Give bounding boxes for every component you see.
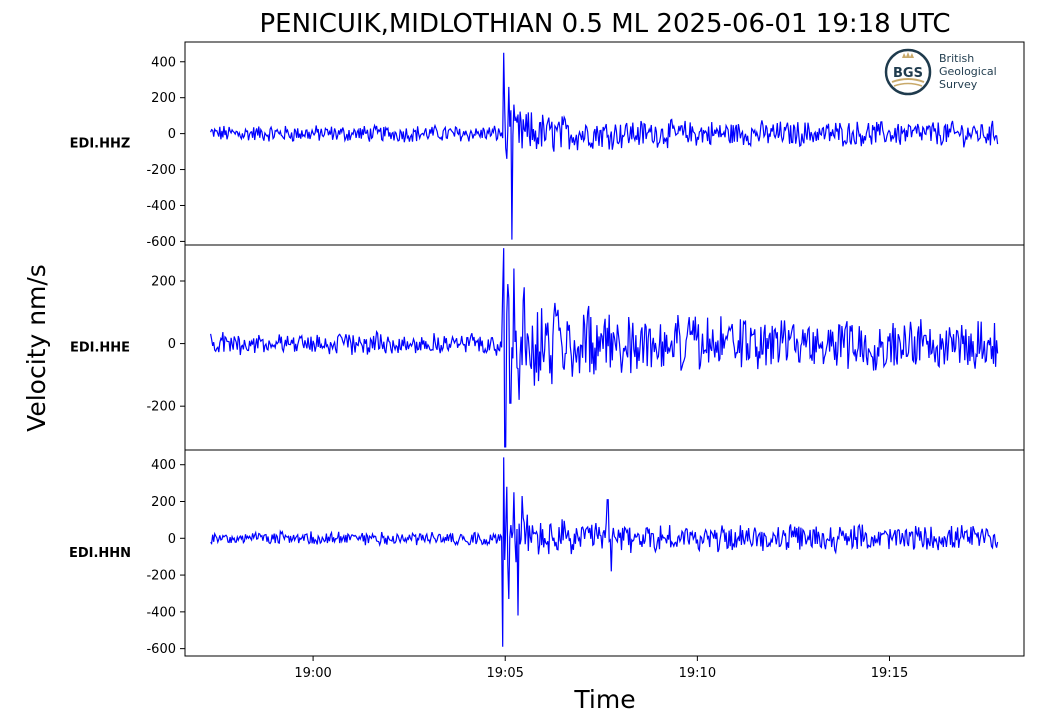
logo-line-3: Survey (939, 78, 978, 91)
y-tick-label: 400 (151, 55, 176, 70)
panel-edi-hhe: EDI.HHE 200 0 -200 (70, 244, 1025, 451)
bgs-logo: BGS British Geological Survey (884, 48, 997, 96)
panel-frame (184, 449, 1025, 657)
panel-edi-hhz: EDI.HHZ 400 200 0 -200 -400 -600 (70, 41, 1025, 250)
logo-wave-icon-2 (893, 82, 923, 87)
logo-crown-icon (902, 52, 914, 58)
y-tick-label: -200 (146, 569, 176, 584)
chart-title: PENICUIK,MIDLOTHIAN 0.5 ML 2025-06-01 19… (259, 9, 950, 39)
y-tick-label: 0 (168, 532, 176, 547)
y-tick-label: -400 (146, 199, 176, 214)
logo-wave-icon (891, 78, 925, 83)
x-tick-label: 19:10 (679, 666, 716, 681)
y-tick-label: 400 (151, 458, 176, 473)
y-tick-label: -600 (146, 235, 176, 250)
trace-line (210, 457, 999, 647)
channel-label: EDI.HHN (69, 546, 131, 561)
x-axis-ticks: 19:00 19:05 19:10 19:15 (294, 656, 908, 681)
trace-line (210, 248, 999, 448)
x-tick-label: 19:05 (486, 666, 523, 681)
y-tick-label: 200 (151, 495, 176, 510)
trace-line (210, 52, 999, 240)
y-tick-label: 0 (168, 127, 176, 142)
panel-edi-hhn: EDI.HHN 400 200 0 -200 -400 -600 (69, 449, 1025, 657)
x-tick-label: 19:00 (294, 666, 331, 681)
channel-label: EDI.HHE (70, 341, 130, 356)
y-axis-label: Velocity nm/s (22, 264, 51, 432)
logo-line-2: Geological (939, 65, 997, 78)
y-tick-label: -200 (146, 163, 176, 178)
y-tick-label: -400 (146, 605, 176, 620)
x-axis-label: Time (573, 685, 635, 714)
y-tick-label: 200 (151, 274, 176, 289)
y-tick-label: 200 (151, 91, 176, 106)
channel-label: EDI.HHZ (70, 137, 131, 152)
y-tick-label: 0 (168, 337, 176, 352)
logo-ring (884, 48, 932, 96)
x-tick-label: 19:15 (871, 666, 908, 681)
y-tick-label: -600 (146, 642, 176, 657)
logo-line-1: British (939, 52, 974, 65)
logo-badge: BGS (893, 66, 923, 81)
trace-panels: EDI.HHZ 400 200 0 -200 -400 -600 EDI.HHE 200 0 -20… (69, 41, 1025, 657)
y-tick-label: -200 (146, 400, 176, 415)
